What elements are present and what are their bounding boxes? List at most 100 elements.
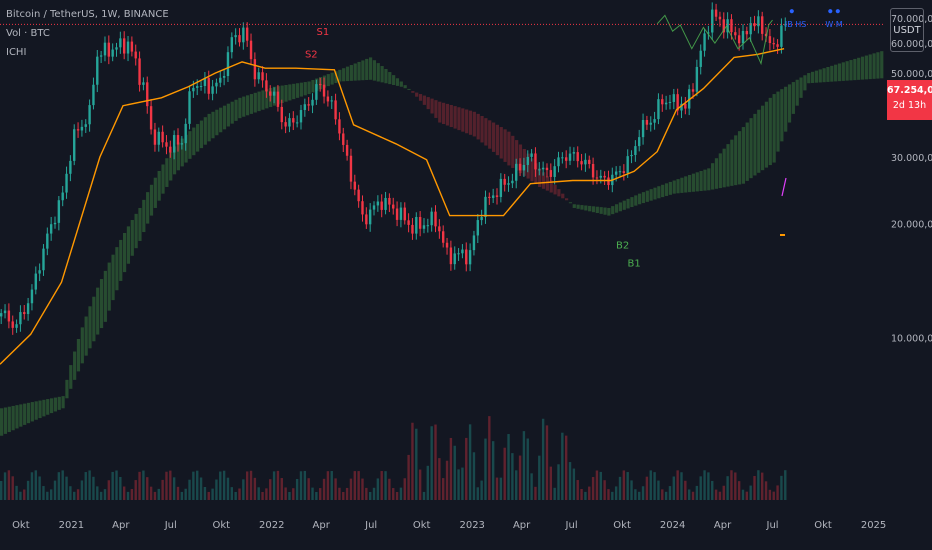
candle [780, 18, 783, 54]
cloud-segment [403, 85, 407, 89]
volume-bar [761, 472, 764, 500]
chikou-line [656, 14, 773, 66]
volume-bar [76, 489, 80, 500]
candle [418, 211, 422, 237]
volume-bar [115, 470, 118, 500]
candle [545, 163, 549, 178]
volume-bar [630, 480, 633, 500]
volume-bar [557, 464, 560, 500]
cloud-segment [668, 181, 672, 195]
volume-bar [722, 485, 725, 500]
candle-body [580, 161, 583, 165]
candle-body [403, 207, 406, 221]
candle [503, 173, 506, 192]
candle [84, 119, 87, 133]
candle [299, 104, 303, 130]
candle [88, 99, 91, 132]
volume-bar [238, 488, 241, 500]
candle [676, 88, 679, 116]
volume-bar [422, 491, 426, 500]
volume-bar [334, 478, 337, 500]
candle [403, 202, 406, 225]
candle-body [522, 164, 526, 171]
cloud-segment [326, 74, 330, 87]
volume-bar [349, 478, 353, 500]
cloud-segment [196, 124, 200, 152]
candle-body [472, 235, 476, 251]
cloud-segment [515, 140, 519, 171]
current-price-badge: 67.254,00 2d 13h [887, 80, 932, 120]
candle [392, 197, 395, 215]
candle-body [122, 38, 126, 54]
candle-body [568, 153, 572, 161]
volume-legend[interactable]: Vol · BTC [6, 28, 50, 39]
cloud-segment [284, 84, 288, 102]
volume-bar [284, 487, 287, 500]
volume-bar [311, 487, 314, 500]
cloud-segment [834, 64, 838, 82]
candle [372, 201, 376, 216]
candle [30, 284, 34, 311]
candle-body [737, 35, 741, 44]
symbol-legend[interactable]: Bitcoin / TetherUS, 1W, BINANCE [6, 9, 169, 20]
candle-body [572, 152, 576, 154]
volume-bar [711, 480, 714, 500]
cloud-segment [868, 54, 872, 80]
cloud-segment [165, 158, 169, 187]
volume-bar [434, 424, 437, 500]
indicator-legend[interactable]: ICHI [6, 47, 27, 58]
candle-body [680, 103, 683, 111]
candle-body [714, 9, 718, 17]
candle [226, 46, 230, 83]
volume-bar [714, 489, 718, 500]
trend-mark [781, 177, 787, 197]
candle [207, 70, 210, 100]
volume-bar [345, 487, 349, 500]
candle-body [591, 163, 595, 178]
candle [553, 159, 556, 185]
cloud-segment [126, 226, 131, 264]
y-tick-label: 20.000,00 [891, 220, 932, 231]
cloud-segment [557, 189, 561, 197]
volume-bar [407, 454, 410, 500]
cloud-segment [799, 77, 803, 98]
cloud-segment [292, 83, 296, 100]
candle-body [718, 16, 722, 20]
volume-bar [645, 476, 649, 500]
volume-bar [261, 491, 264, 500]
currency-button[interactable]: USDT [890, 8, 924, 52]
cloud-segment [561, 193, 565, 199]
candle-body [303, 104, 307, 111]
volume-bar [103, 489, 107, 500]
volume-bar [541, 418, 545, 500]
candle-body [711, 9, 714, 33]
x-tick-label: Jul [164, 520, 177, 531]
volume-bar [122, 486, 126, 500]
candle [561, 152, 564, 164]
cloud-segment [491, 122, 496, 152]
volume-bar [157, 488, 160, 500]
candle-body [476, 220, 479, 236]
cloud-segment [111, 254, 115, 301]
cloud-segment [130, 220, 134, 256]
volume-bar [703, 470, 706, 500]
candle-body [26, 303, 30, 315]
candle [7, 303, 11, 329]
candle-body [57, 200, 61, 223]
cloud-segment [488, 120, 492, 149]
candle-body [557, 157, 560, 167]
volume-bar [649, 470, 652, 500]
volume-bar [234, 491, 237, 500]
candle-body [553, 166, 556, 177]
candle-body [176, 135, 180, 145]
candle [34, 266, 37, 295]
volume-bar [488, 416, 491, 500]
candle-body [545, 167, 549, 171]
candle [714, 3, 718, 21]
candle-body [107, 42, 111, 57]
candle [222, 68, 226, 86]
volume-bar [753, 476, 756, 500]
candle [768, 29, 772, 51]
volume-bar [511, 453, 514, 500]
